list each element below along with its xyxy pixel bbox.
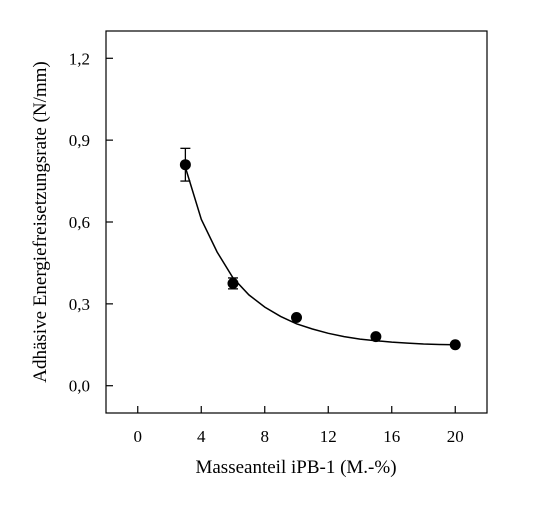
x-tick-label: 4 (197, 427, 206, 446)
y-tick-label: 0,9 (69, 131, 90, 150)
data-points (179, 159, 461, 351)
x-tick-label: 20 (447, 427, 464, 446)
data-point (227, 277, 239, 289)
x-tick-label: 12 (320, 427, 337, 446)
data-point (291, 312, 302, 323)
data-point (370, 331, 382, 343)
x-axis-ticks: 0 4 8 12 16 20 (134, 406, 464, 446)
x-tick-label: 16 (383, 427, 400, 446)
x-tick-label: 0 (134, 427, 143, 446)
y-tick-label: 0,0 (69, 377, 90, 396)
data-point (179, 159, 191, 171)
x-axis-title: Masseanteil iPB-1 (M.-%) (195, 457, 396, 478)
fit-curve (184, 167, 456, 346)
x-tick-label: 8 (261, 427, 270, 446)
error-bars (180, 147, 238, 290)
y-tick-label: 0,6 (69, 213, 90, 232)
y-tick-label: 0,3 (69, 295, 90, 314)
data-point (449, 339, 461, 351)
y-axis-ticks: 0,0 0,3 0,6 0,9 1,2 (69, 49, 113, 396)
y-axis-title: Adhäsive Energiefreisetzungsrate (N/mm) (30, 61, 51, 382)
y-tick-label: 1,2 (69, 49, 90, 68)
plot-frame (105, 30, 488, 414)
